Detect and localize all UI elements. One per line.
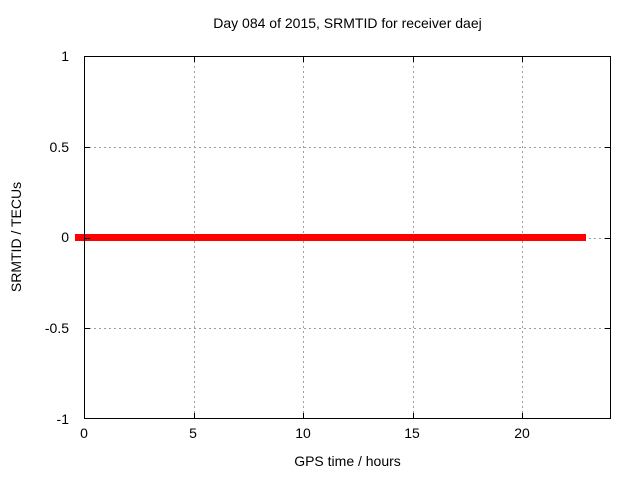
tick-mark [303,56,304,62]
tick-mark [522,413,523,419]
tick-mark [522,56,523,62]
y-tick-label: -0.5 [44,320,69,336]
tick-mark [605,328,611,329]
tick-mark [84,328,90,329]
x-tick-label: 10 [295,425,311,441]
series-line-srmtid [75,234,586,241]
y-tick-label: 0 [61,229,69,245]
tick-mark [413,56,414,62]
y-tick-label: -1 [56,411,69,427]
x-tick-label: 15 [404,425,420,441]
tick-mark [605,238,611,239]
gridline-y-m0p5 [84,328,611,329]
y-tick-label: 1 [61,48,69,64]
x-tick-label: 5 [189,425,197,441]
tick-mark [605,147,611,148]
chart-title: Day 084 of 2015, SRMTID for receiver dae… [213,15,482,31]
y-tick-label: 0.5 [49,139,69,155]
tick-mark [194,413,195,419]
plot-area [75,56,611,419]
x-tick-label: 0 [80,425,88,441]
tick-mark [194,56,195,62]
x-axis-label: GPS time / hours [294,453,401,469]
tick-mark [84,147,90,148]
x-tick-label: 20 [514,425,530,441]
tick-mark [413,413,414,419]
tick-mark [84,238,90,239]
gridline-y-0p5 [84,147,611,148]
tick-mark [303,413,304,419]
